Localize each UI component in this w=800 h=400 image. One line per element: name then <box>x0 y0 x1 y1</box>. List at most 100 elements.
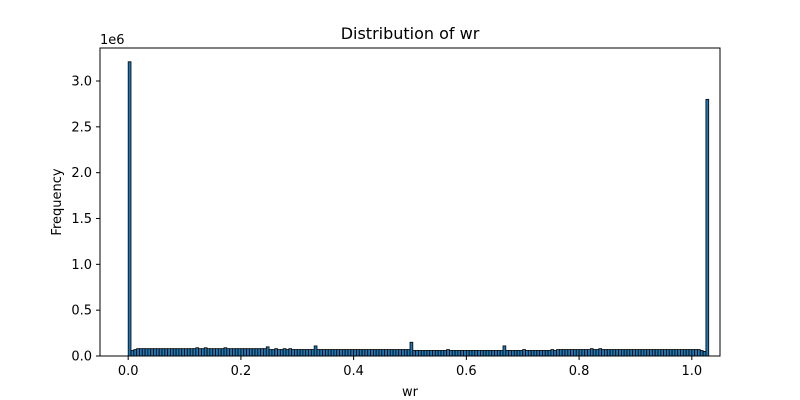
histogram-bar <box>310 349 315 357</box>
histogram-bar <box>164 348 169 357</box>
histogram-bar <box>587 349 591 357</box>
histogram-bar <box>294 349 298 357</box>
histogram-bar <box>378 349 383 357</box>
histogram-bar <box>406 349 411 357</box>
histogram-bar <box>364 349 369 357</box>
histogram-bar <box>547 350 552 357</box>
histogram-bar <box>322 349 326 357</box>
histogram-bar <box>463 350 467 357</box>
histogram-bar <box>516 350 521 357</box>
histogram-bar <box>347 349 352 357</box>
histogram-bar <box>508 350 512 357</box>
histogram-bar <box>477 350 481 357</box>
x-tick-label: 0.0 <box>118 364 139 379</box>
histogram-bar <box>657 349 662 357</box>
histogram-bar <box>465 350 470 357</box>
histogram-bar <box>499 350 504 357</box>
histogram-bar <box>251 348 256 357</box>
histogram-bar <box>139 348 143 357</box>
histogram-bar <box>581 349 586 357</box>
y-axis-ticks: 0.0 0.5 1.0 1.5 2.0 2.5 3.0 <box>71 75 100 365</box>
histogram-bar <box>542 350 546 357</box>
histogram-bar <box>702 351 707 357</box>
histogram-bar <box>175 348 180 357</box>
x-tick-label: 0.4 <box>343 364 364 379</box>
histogram-bar <box>234 348 239 357</box>
histogram-bar <box>485 350 490 357</box>
histogram-bar <box>223 347 228 357</box>
histogram-bar <box>133 349 138 357</box>
histogram-bar <box>449 350 453 357</box>
histogram-bar <box>680 349 684 357</box>
y-offset-label: 1e6 <box>100 33 125 48</box>
histogram-bar <box>330 349 335 357</box>
histogram-bar <box>643 349 648 357</box>
histogram-bar <box>263 348 267 357</box>
histogram-bar <box>403 349 408 357</box>
histogram-bar <box>609 349 614 357</box>
histogram-bar <box>212 348 216 357</box>
histogram-bar <box>705 98 710 357</box>
histogram-bar <box>592 349 597 357</box>
histogram-bar <box>598 348 603 357</box>
histogram-bar <box>260 348 264 357</box>
histogram-bar <box>181 348 185 357</box>
histogram-bar <box>291 349 295 357</box>
histogram-bar <box>536 350 541 357</box>
y-tick-label: 2.0 <box>71 166 92 181</box>
histogram-bar <box>699 350 704 357</box>
histogram-bar <box>589 348 594 357</box>
y-tick-label: 3.0 <box>71 75 92 90</box>
histogram-bar <box>370 349 374 357</box>
y-tick-label: 2.5 <box>71 120 92 135</box>
histogram-bar <box>632 349 636 357</box>
histogram-bar <box>282 348 287 357</box>
histogram-bar <box>454 350 459 357</box>
x-axis-label: wr <box>402 385 419 400</box>
histogram-bar <box>443 350 448 357</box>
histogram-bar <box>215 348 219 357</box>
histogram-bar <box>651 349 656 357</box>
histogram-bar <box>409 341 414 357</box>
histogram-bar <box>550 349 555 357</box>
histogram-bar <box>682 349 687 357</box>
histogram-bar <box>432 350 436 357</box>
histogram-bar <box>136 348 140 357</box>
histogram-bar <box>575 349 580 357</box>
histogram-bar <box>544 350 549 357</box>
histogram-bar <box>144 348 149 357</box>
histogram-bar <box>570 349 574 357</box>
histogram-bar <box>189 348 194 357</box>
histogram-bar <box>333 349 338 357</box>
histogram-bar <box>412 350 417 357</box>
histogram-bar <box>325 349 329 357</box>
histogram-bar <box>392 349 397 357</box>
y-tick-label: 0.0 <box>71 350 92 365</box>
histogram-bar <box>361 349 366 357</box>
histogram-bar <box>240 348 245 357</box>
histogram-bar <box>480 350 484 357</box>
histogram-bar <box>420 350 425 357</box>
x-tick-label: 0.2 <box>231 364 252 379</box>
histogram-bar <box>491 350 495 357</box>
histogram-bar <box>381 349 386 357</box>
histogram-bar <box>595 349 600 357</box>
histogram-bar <box>186 348 191 357</box>
histogram-bar <box>601 349 605 357</box>
histogram-bar <box>257 348 262 357</box>
histogram-bar <box>558 349 563 357</box>
histogram-bar <box>666 349 670 357</box>
y-tick-label: 1.0 <box>71 258 92 273</box>
histogram-bar <box>533 350 538 357</box>
histogram-bar <box>511 350 515 357</box>
histogram-bar <box>561 349 566 357</box>
histogram-bar <box>635 349 639 357</box>
histogram-bar <box>195 347 200 357</box>
histogram-bar <box>296 349 301 357</box>
histogram-bar <box>488 350 493 357</box>
histogram-bar <box>299 349 304 357</box>
histogram-bar <box>401 349 405 357</box>
histogram-bar <box>339 349 343 357</box>
x-tick-label: 0.6 <box>456 364 477 379</box>
